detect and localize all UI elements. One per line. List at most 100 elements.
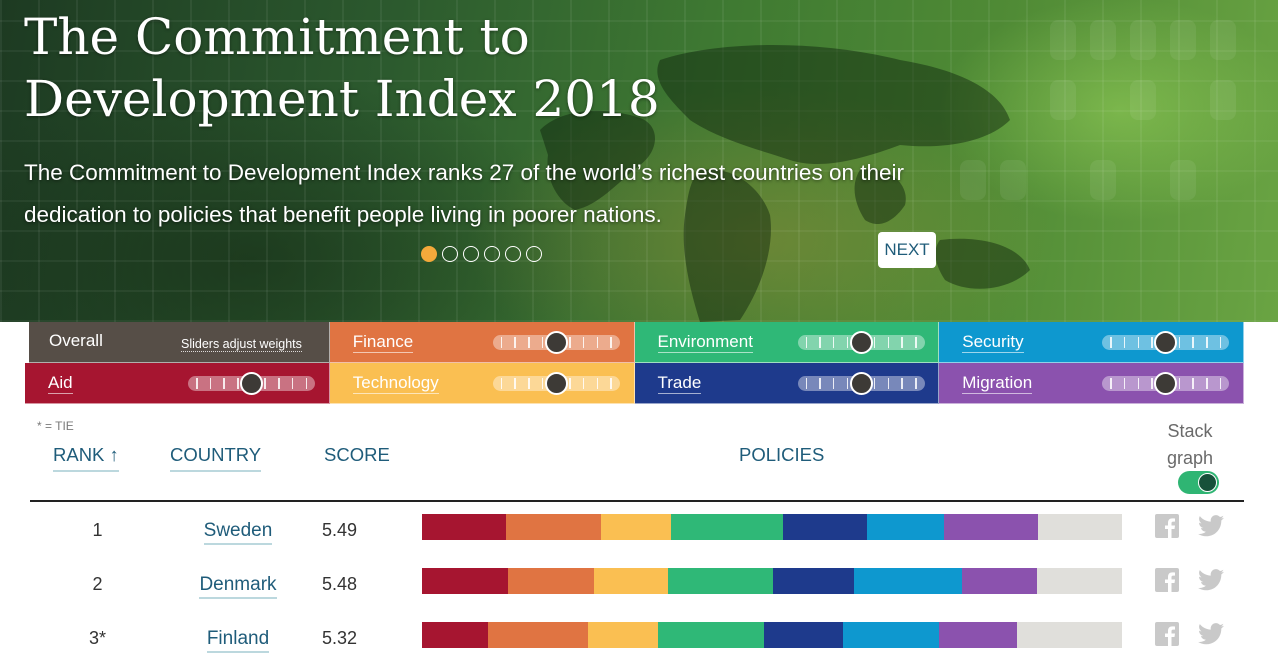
stack-graph-toggle[interactable]	[1178, 471, 1219, 494]
hero-background-pattern	[0, 0, 1278, 322]
policy-segment-trade	[773, 568, 854, 594]
sliders-hint: Sliders adjust weights	[181, 337, 302, 352]
policy-segment-finance	[506, 514, 601, 540]
twitter-icon[interactable]	[1198, 514, 1224, 538]
weight-cell-environment: Environment	[634, 322, 940, 363]
policy-segment-aid	[422, 568, 509, 594]
row-score: 5.32	[322, 628, 358, 648]
policy-segment-trade	[782, 514, 867, 540]
policy-segment-environment	[657, 622, 764, 648]
slide-dot-6[interactable]	[526, 246, 542, 262]
slide-dot-5[interactable]	[505, 246, 521, 262]
next-slide-button[interactable]: NEXT	[878, 232, 936, 268]
world-map-illustration	[540, 20, 1236, 322]
weight-label-migration[interactable]: Migration	[962, 373, 1033, 394]
weight-slider-security[interactable]	[1102, 331, 1230, 354]
policy-segment-remainder	[1016, 622, 1122, 648]
stack-graph-label: Stack graph	[1166, 421, 1214, 468]
header-divider	[30, 500, 1244, 502]
score-column-header: SCORE	[324, 444, 390, 465]
weight-cell-security: Security	[939, 322, 1244, 363]
slide-pagination	[421, 246, 542, 262]
weight-cell-technology: Technology	[329, 363, 635, 404]
rank-column-header[interactable]: RANK ↑	[53, 444, 119, 472]
weight-sliders-panel: Overall Sliders adjust weights Finance E…	[25, 322, 1244, 404]
slider-knob[interactable]	[544, 372, 568, 395]
slide-dot-2[interactable]	[442, 246, 458, 262]
weight-cell-aid: Aid	[25, 363, 330, 404]
weight-slider-technology[interactable]	[492, 372, 620, 395]
slider-knob[interactable]	[849, 372, 873, 395]
weight-label-security[interactable]: Security	[962, 332, 1024, 353]
country-column-header[interactable]: COUNTRY	[170, 444, 262, 472]
page-title: The Commitment to Development Index 2018	[24, 8, 660, 128]
row-country: Denmark	[178, 574, 298, 599]
facebook-icon[interactable]	[1155, 622, 1179, 646]
slide-dot-1[interactable]	[421, 246, 437, 262]
policy-segment-migration	[943, 514, 1038, 540]
policies-column-header: POLICIES	[739, 444, 825, 465]
policy-segment-migration	[939, 622, 1017, 648]
weight-label-environment[interactable]: Environment	[657, 332, 753, 353]
policy-segment-trade	[763, 622, 844, 648]
overall-indicator	[25, 322, 29, 363]
slider-knob[interactable]	[544, 331, 568, 354]
policy-segment-environment	[668, 568, 774, 594]
row-rank: 2	[92, 574, 103, 594]
weight-cell-migration: Migration	[939, 363, 1244, 404]
country-link[interactable]: Sweden	[203, 520, 273, 545]
weight-slider-migration[interactable]	[1102, 372, 1230, 395]
hero-banner: The Commitment to Development Index 2018…	[0, 0, 1278, 322]
weight-cell-trade: Trade	[634, 363, 940, 404]
policy-segment-finance	[508, 568, 595, 594]
policy-stack-bar	[422, 568, 1122, 594]
facebook-icon[interactable]	[1155, 568, 1179, 592]
weight-slider-environment[interactable]	[797, 331, 925, 354]
country-link[interactable]: Denmark	[199, 574, 277, 599]
tie-note: * = TIE	[37, 419, 74, 433]
row-rank: 1	[92, 520, 103, 540]
policy-segment-security	[853, 568, 963, 594]
policy-segment-technology	[594, 568, 669, 594]
weight-label-technology[interactable]: Technology	[352, 373, 439, 394]
policy-segment-migration	[962, 568, 1037, 594]
row-rank: 3*	[88, 628, 106, 648]
slider-knob[interactable]	[1154, 331, 1178, 354]
weight-cell-overall: Overall Sliders adjust weights	[25, 322, 330, 363]
table-row: 3* Finland 5.32	[30, 622, 1244, 668]
policy-segment-technology	[600, 514, 671, 540]
policy-segment-security	[866, 514, 944, 540]
weight-slider-finance[interactable]	[492, 331, 620, 354]
weight-label-trade[interactable]: Trade	[657, 373, 702, 394]
twitter-icon[interactable]	[1198, 568, 1224, 592]
twitter-icon[interactable]	[1198, 622, 1224, 646]
policy-segment-environment	[670, 514, 783, 540]
policy-stack-bar	[422, 514, 1122, 540]
overall-label[interactable]: Overall	[49, 331, 103, 350]
weight-label-aid[interactable]: Aid	[48, 373, 73, 394]
slide-dot-3[interactable]	[463, 246, 479, 262]
slide-dot-4[interactable]	[484, 246, 500, 262]
weight-cell-finance: Finance	[329, 322, 635, 363]
policy-segment-technology	[587, 622, 658, 648]
slider-knob[interactable]	[240, 372, 263, 395]
policy-stack-bar	[422, 622, 1122, 648]
policy-segment-finance	[487, 622, 588, 648]
policy-segment-security	[843, 622, 940, 648]
policy-segment-aid	[422, 514, 506, 540]
hero-subtitle: The Commitment to Development Index rank…	[24, 160, 904, 227]
row-score: 5.48	[322, 574, 358, 594]
table-row: 2 Denmark 5.48	[30, 568, 1244, 628]
country-link[interactable]: Finland	[206, 628, 270, 653]
row-country: Finland	[178, 628, 298, 653]
weight-slider-trade[interactable]	[797, 372, 925, 395]
slider-knob[interactable]	[1154, 372, 1178, 395]
weight-slider-aid[interactable]	[188, 372, 315, 395]
facebook-icon[interactable]	[1155, 514, 1179, 538]
policy-segment-remainder	[1036, 568, 1122, 594]
weight-label-finance[interactable]: Finance	[352, 332, 414, 353]
row-country: Sweden	[178, 520, 298, 545]
slider-knob[interactable]	[849, 331, 873, 354]
row-score: 5.49	[322, 520, 358, 540]
policy-segment-remainder	[1038, 514, 1122, 540]
